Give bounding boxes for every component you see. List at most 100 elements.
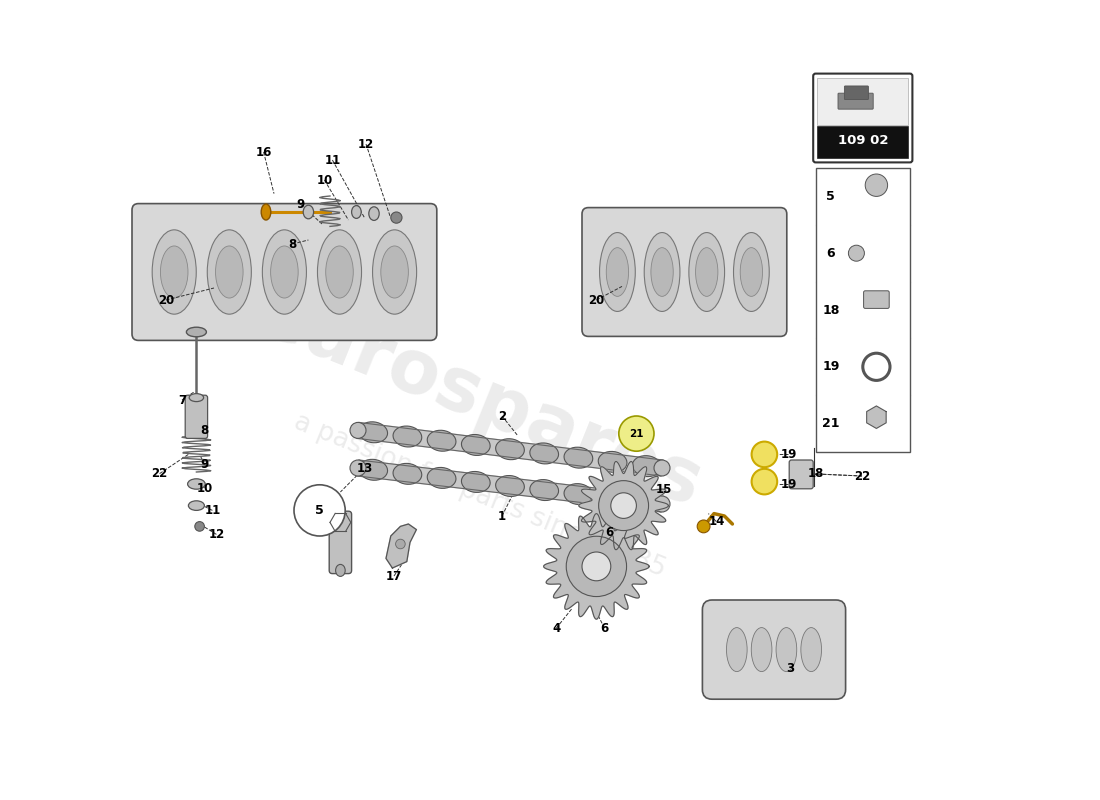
Text: a passion for parts since 1985: a passion for parts since 1985 (289, 410, 670, 582)
FancyBboxPatch shape (838, 93, 873, 109)
Ellipse shape (381, 246, 408, 298)
Ellipse shape (207, 230, 251, 314)
Ellipse shape (161, 246, 188, 298)
Ellipse shape (359, 459, 387, 480)
FancyBboxPatch shape (845, 86, 868, 99)
FancyBboxPatch shape (864, 291, 889, 309)
Ellipse shape (598, 488, 627, 509)
Text: 22: 22 (854, 470, 870, 482)
Text: 21: 21 (629, 429, 644, 438)
Ellipse shape (645, 233, 680, 311)
Circle shape (751, 442, 778, 467)
Ellipse shape (632, 492, 661, 513)
Polygon shape (579, 462, 669, 550)
Ellipse shape (689, 233, 725, 311)
Circle shape (350, 422, 366, 438)
FancyBboxPatch shape (817, 126, 909, 158)
Circle shape (195, 522, 205, 531)
Text: 7: 7 (178, 394, 186, 406)
Text: 19: 19 (780, 478, 796, 490)
Ellipse shape (188, 478, 206, 489)
Text: 109 02: 109 02 (837, 134, 888, 147)
Text: 9: 9 (296, 198, 305, 210)
Ellipse shape (564, 447, 593, 468)
Ellipse shape (734, 233, 769, 311)
Polygon shape (358, 460, 663, 512)
Circle shape (697, 520, 710, 533)
Text: 10: 10 (196, 482, 212, 494)
Text: 1: 1 (498, 510, 506, 522)
FancyBboxPatch shape (789, 460, 813, 489)
Ellipse shape (740, 248, 762, 296)
Ellipse shape (427, 430, 455, 451)
Ellipse shape (651, 248, 673, 296)
Text: 2: 2 (498, 410, 506, 422)
Ellipse shape (695, 248, 718, 296)
Ellipse shape (352, 206, 361, 218)
Text: eurospares: eurospares (246, 278, 713, 522)
Text: 13: 13 (356, 462, 373, 474)
Ellipse shape (751, 627, 772, 672)
Text: 20: 20 (158, 294, 174, 306)
Ellipse shape (368, 207, 379, 220)
Circle shape (610, 493, 637, 518)
Circle shape (582, 552, 610, 581)
Text: 6: 6 (605, 526, 614, 538)
Text: 6: 6 (601, 622, 608, 634)
Ellipse shape (373, 230, 417, 314)
Circle shape (396, 539, 405, 549)
FancyBboxPatch shape (815, 168, 910, 452)
Ellipse shape (530, 479, 559, 501)
Text: 19: 19 (780, 448, 796, 461)
Ellipse shape (152, 230, 196, 314)
Ellipse shape (186, 327, 207, 337)
Text: 5: 5 (826, 190, 835, 203)
Polygon shape (386, 524, 417, 568)
FancyBboxPatch shape (132, 203, 437, 341)
Ellipse shape (216, 246, 243, 298)
Ellipse shape (726, 627, 747, 672)
FancyBboxPatch shape (185, 395, 208, 438)
Text: 10: 10 (317, 174, 332, 186)
Circle shape (350, 460, 366, 476)
Text: 22: 22 (152, 467, 167, 480)
Text: 18: 18 (807, 467, 824, 480)
Circle shape (566, 536, 627, 597)
Text: 12: 12 (208, 528, 224, 541)
Text: 9: 9 (200, 458, 209, 470)
Circle shape (294, 485, 345, 536)
Text: 19: 19 (822, 360, 839, 374)
Circle shape (598, 481, 649, 530)
FancyBboxPatch shape (817, 78, 909, 125)
Text: 16: 16 (255, 146, 272, 158)
Ellipse shape (393, 463, 421, 484)
Ellipse shape (336, 565, 345, 576)
Circle shape (390, 212, 402, 223)
Text: 15: 15 (656, 483, 672, 496)
Circle shape (654, 496, 670, 512)
Ellipse shape (261, 204, 271, 220)
Ellipse shape (304, 206, 313, 218)
Ellipse shape (393, 426, 421, 447)
Text: 14: 14 (708, 515, 725, 528)
Ellipse shape (189, 394, 204, 402)
Circle shape (654, 460, 670, 476)
Ellipse shape (600, 233, 636, 311)
Text: 3: 3 (785, 662, 794, 674)
Text: 8: 8 (288, 238, 297, 250)
Ellipse shape (462, 434, 491, 455)
Text: 4: 4 (552, 622, 561, 634)
Text: 12: 12 (358, 138, 374, 150)
Text: 6: 6 (826, 246, 835, 260)
Circle shape (619, 416, 654, 451)
Ellipse shape (427, 467, 456, 488)
Ellipse shape (606, 248, 628, 296)
Ellipse shape (326, 246, 353, 298)
Text: 18: 18 (822, 303, 839, 317)
FancyBboxPatch shape (703, 600, 846, 699)
Circle shape (866, 174, 888, 196)
Ellipse shape (632, 456, 661, 477)
FancyBboxPatch shape (582, 208, 786, 336)
Ellipse shape (564, 484, 593, 505)
Polygon shape (867, 406, 887, 429)
